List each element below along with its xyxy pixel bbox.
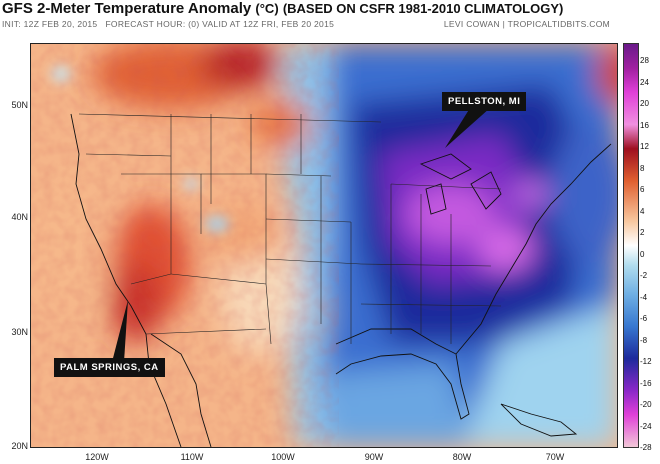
colorbar-tick-label: 2	[640, 228, 645, 237]
lon-label-70w: 70W	[545, 452, 565, 462]
colorbar-tick-label: 6	[640, 185, 645, 194]
colorbar-tick-label: -6	[640, 314, 648, 323]
mountain-cold-pockets	[51, 66, 229, 232]
colorbar-tick-label: -2	[640, 271, 648, 280]
colorbar-tick-label: -24	[640, 421, 652, 431]
init-text: INIT: 12Z FEB 20, 2015	[2, 19, 98, 29]
colorbar-tick-label: 16	[640, 120, 649, 130]
colorbar-tick-label: -20	[640, 400, 652, 409]
credit-text: LEVI COWAN | TROPICALTIDBITS.COM	[443, 19, 610, 29]
anomaly-map	[30, 43, 618, 448]
colorbar-tick-label: 8	[640, 163, 645, 173]
chart-title: GFS 2-Meter Temperature Anomaly (°C) (BA…	[2, 0, 563, 17]
palm-springs-callout: PALM SPRINGS, CA	[54, 358, 165, 377]
lon-label-80w: 80W	[452, 452, 472, 462]
title-unit: (°C)	[255, 1, 279, 16]
colorbar-tick-label: 28	[640, 56, 649, 65]
lat-label-30n: 30N	[11, 327, 28, 337]
lon-label-120w: 120W	[85, 452, 109, 462]
colorbar-tick-label: -12	[640, 357, 652, 366]
lat-label-40n: 40N	[11, 212, 28, 222]
colorbar-tick-label: -28	[640, 443, 652, 452]
lat-label-20n: 20N	[11, 441, 28, 451]
colorbar-tick-label: -16	[640, 378, 652, 388]
lat-label-50n: 50N	[11, 100, 28, 110]
colorbar	[623, 43, 639, 448]
colorbar-tick-label: 0	[640, 249, 645, 259]
colorbar-tick-label: 20	[640, 99, 649, 108]
lon-label-90w: 90W	[364, 452, 384, 462]
colorbar-tick-label: 4	[640, 206, 645, 216]
title-basis: (BASED ON CSFR 1981-2010 CLIMATOLOGY)	[282, 1, 564, 16]
pellston-pointer	[445, 108, 490, 148]
colorbar-tick-label: -8	[640, 335, 648, 345]
map-canvas	[31, 44, 617, 447]
colorbar-tick-label: 12	[640, 142, 649, 151]
colorbar-tick-label: 24	[640, 77, 649, 87]
state-borders	[78, 113, 502, 345]
colorbar-tick-label: -4	[640, 292, 648, 302]
palm-springs-pointer	[112, 300, 128, 362]
title-main: GFS 2-Meter Temperature Anomaly	[2, 0, 252, 17]
coastlines	[70, 113, 612, 447]
pellston-callout: PELLSTON, MI	[442, 92, 527, 111]
lon-label-100w: 100W	[271, 452, 295, 462]
forecast-text: FORECAST HOUR: (0) VALID AT 12Z FRI, FEB…	[105, 19, 335, 29]
init-line: INIT: 12Z FEB 20, 2015 FORECAST HOUR: (0…	[2, 19, 334, 29]
lon-label-110w: 110W	[180, 452, 204, 462]
